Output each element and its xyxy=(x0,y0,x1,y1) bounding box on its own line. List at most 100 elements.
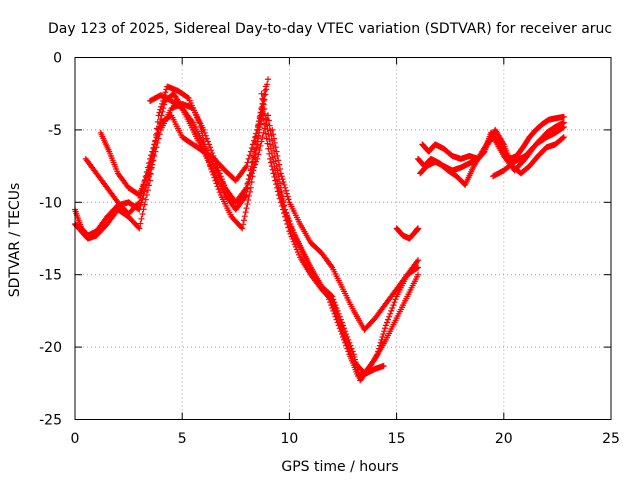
series-track-13 xyxy=(417,126,567,177)
data-point xyxy=(290,238,297,245)
data-point xyxy=(266,150,273,157)
data-point xyxy=(288,223,295,230)
data-point xyxy=(332,313,339,320)
data-point xyxy=(207,144,214,151)
data-point xyxy=(279,176,286,183)
data-point xyxy=(381,328,388,335)
data-point xyxy=(392,296,399,303)
data-point xyxy=(391,299,398,306)
y-tick-label: 0 xyxy=(53,51,62,67)
data-point xyxy=(136,199,143,206)
data-point xyxy=(264,140,271,147)
data-point xyxy=(253,158,260,165)
data-point xyxy=(162,89,169,96)
data-point xyxy=(147,159,154,166)
data-point xyxy=(153,134,160,141)
data-point xyxy=(147,171,154,178)
chart-title: Day 123 of 2025, Sidereal Day-to-day VTE… xyxy=(48,21,612,37)
data-point xyxy=(278,173,285,180)
data-point xyxy=(158,112,165,119)
data-point xyxy=(242,209,249,216)
data-point xyxy=(296,251,303,258)
data-point xyxy=(261,125,268,132)
axis-ticks xyxy=(74,57,612,420)
data-point xyxy=(335,322,342,329)
series-track-9 xyxy=(269,126,422,333)
x-tick-label: 0 xyxy=(71,431,80,447)
data-point xyxy=(271,139,278,146)
data-point xyxy=(383,319,390,326)
data-point xyxy=(380,362,387,369)
x-tick-label: 5 xyxy=(178,431,187,447)
data-point xyxy=(254,155,261,162)
data-point xyxy=(243,163,250,170)
data-point xyxy=(390,302,397,309)
data-point xyxy=(252,150,259,157)
data-point xyxy=(415,225,422,232)
data-point xyxy=(203,135,210,142)
data-point xyxy=(208,147,215,154)
data-point xyxy=(145,182,152,189)
data-point xyxy=(156,119,163,126)
data-point xyxy=(287,230,294,237)
data-point xyxy=(246,188,253,195)
data-point xyxy=(260,115,267,122)
x-tick-label: 25 xyxy=(602,431,620,447)
data-point xyxy=(252,134,259,141)
series-track-14 xyxy=(490,124,567,180)
data-point xyxy=(274,152,281,159)
x-axis-title: GPS time / hours xyxy=(281,459,398,475)
data-point xyxy=(260,100,267,107)
data-point xyxy=(251,154,258,161)
data-point xyxy=(340,333,346,340)
data-point xyxy=(150,148,157,155)
data-point xyxy=(152,137,159,144)
data-point xyxy=(259,95,266,102)
data-point xyxy=(329,305,336,312)
data-point xyxy=(279,193,286,200)
data-point xyxy=(147,177,154,184)
series-track-10 xyxy=(393,225,422,242)
data-point xyxy=(331,310,338,317)
data-point xyxy=(380,331,387,338)
data-point xyxy=(155,126,162,133)
data-point xyxy=(247,148,254,155)
data-point xyxy=(273,181,280,188)
data-point xyxy=(284,193,291,200)
data-point xyxy=(247,173,254,180)
data-point xyxy=(275,192,282,199)
data-point xyxy=(334,319,341,326)
data-point xyxy=(278,189,285,196)
data-point xyxy=(275,157,282,164)
data-point xyxy=(285,215,292,222)
data-points xyxy=(72,76,567,384)
data-point xyxy=(245,155,252,162)
data-point xyxy=(240,221,247,228)
data-point xyxy=(135,224,142,231)
data-point xyxy=(560,124,567,131)
data-point xyxy=(284,212,291,219)
data-point xyxy=(559,134,566,141)
data-point xyxy=(327,299,334,306)
data-point xyxy=(287,221,294,228)
data-point xyxy=(388,307,395,314)
plot-frame xyxy=(74,57,612,420)
data-point xyxy=(277,170,284,177)
data-point xyxy=(344,345,351,352)
data-point xyxy=(137,194,144,201)
data-point xyxy=(276,180,283,187)
data-point xyxy=(148,155,155,162)
data-point xyxy=(243,184,250,191)
data-point xyxy=(249,167,256,174)
data-point xyxy=(146,163,153,170)
data-point xyxy=(415,271,422,278)
data-point xyxy=(281,181,288,188)
data-point xyxy=(263,135,270,142)
y-tick-label: -25 xyxy=(39,413,62,429)
data-point xyxy=(283,190,290,197)
data-point xyxy=(137,220,144,227)
data-point xyxy=(267,155,274,162)
data-point xyxy=(336,325,343,332)
data-point xyxy=(387,310,394,317)
data-point xyxy=(139,211,146,218)
